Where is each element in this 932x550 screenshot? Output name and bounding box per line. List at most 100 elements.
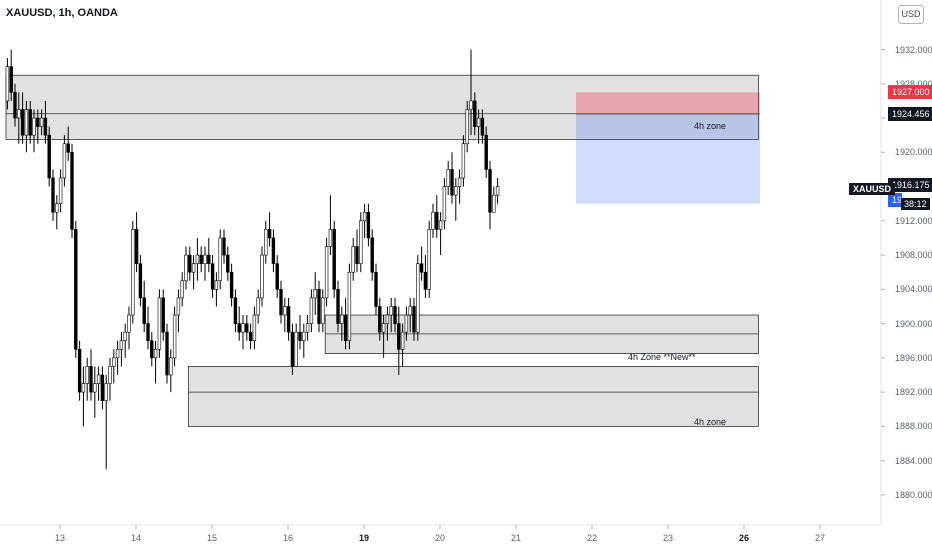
y-tick-label: 1896.000 — [895, 352, 932, 363]
candle-body — [28, 109, 32, 136]
candle-body — [165, 331, 169, 376]
candle-body — [343, 314, 348, 342]
x-tick-label: 27 — [814, 533, 826, 543]
candle-body — [169, 357, 173, 376]
candle-body — [283, 306, 287, 316]
candle-body — [305, 323, 310, 333]
candle-body — [480, 117, 485, 136]
candle-body — [408, 306, 412, 316]
y-tick-label: 1920.000 — [895, 147, 932, 158]
candle-body — [203, 254, 207, 264]
candle-body — [256, 297, 260, 316]
candle-body — [62, 143, 67, 179]
candle-body — [51, 177, 55, 213]
candle-body — [389, 306, 393, 316]
candle-body — [138, 263, 143, 299]
candle-body — [55, 203, 59, 213]
candle-body — [423, 271, 428, 290]
current-price-label: 1916.175 — [888, 178, 932, 193]
candle-body — [252, 314, 257, 342]
candle-body — [81, 383, 86, 393]
candle-body — [66, 143, 70, 153]
candle-body — [454, 186, 458, 196]
candles-layer — [5, 49, 500, 470]
x-tick-label: 19 — [358, 533, 370, 543]
candle-body — [5, 66, 10, 102]
candle-body — [180, 280, 184, 299]
candle-body — [100, 374, 105, 401]
candle-body — [290, 331, 295, 367]
candle-body — [85, 366, 89, 384]
candle-body — [446, 169, 450, 187]
candle-body — [43, 117, 48, 136]
y-tick-label: 1904.000 — [895, 284, 932, 295]
candle-body — [207, 254, 211, 264]
candle-body — [108, 366, 112, 384]
candle-body — [222, 237, 226, 256]
candle-body — [465, 109, 469, 145]
y-tick-label: 1900.000 — [895, 318, 932, 329]
candle-body — [347, 271, 352, 342]
candle-body — [191, 263, 196, 273]
candle-body — [302, 331, 306, 342]
x-tick-label: 15 — [206, 533, 218, 543]
candle-body — [134, 229, 139, 264]
candle-body — [476, 117, 481, 127]
y-tick-label: 1884.000 — [895, 455, 932, 466]
candle-body — [340, 314, 344, 324]
candle-body — [237, 323, 241, 333]
candle-body — [131, 229, 135, 316]
candle-body — [484, 134, 488, 170]
candle-body — [58, 177, 63, 204]
candle-body — [324, 246, 329, 299]
candle-body — [112, 357, 116, 367]
candle-body — [488, 169, 492, 213]
candle-body — [77, 348, 82, 393]
candle-body — [17, 109, 21, 119]
candle-body — [294, 331, 298, 367]
candle-body — [332, 229, 336, 290]
candle-body — [457, 177, 462, 187]
candle-body — [442, 186, 447, 222]
candle-body — [321, 297, 325, 324]
candle-body — [229, 271, 234, 299]
candle-body — [199, 254, 203, 264]
candle-body — [153, 348, 158, 359]
candle-body — [214, 280, 219, 290]
candle-body — [359, 220, 363, 264]
candle-body — [210, 263, 215, 290]
supply-demand-zone — [187, 366, 759, 427]
x-tick-label: 26 — [738, 533, 750, 543]
candle-body — [195, 254, 200, 264]
x-tick-label: 16 — [282, 533, 294, 543]
candle-body — [150, 340, 154, 359]
y-tick-label: 1880.000 — [895, 489, 932, 500]
candle-body — [374, 271, 378, 307]
candle-body — [286, 306, 291, 333]
candle-body — [260, 254, 264, 299]
candle-body — [96, 374, 101, 384]
candle-body — [115, 348, 120, 359]
zone-label-lower: 4h zone — [694, 417, 727, 427]
candle-body — [245, 323, 249, 333]
x-tick-label: 20 — [434, 533, 446, 543]
candle-body — [9, 66, 13, 93]
candle-body — [184, 254, 188, 282]
candle-body — [226, 254, 230, 273]
candle-body — [309, 297, 314, 324]
stop-price-label: 19 — [888, 193, 902, 208]
candle-body — [123, 331, 127, 342]
target-area — [576, 92, 760, 115]
bar-countdown: 38:12 — [901, 198, 930, 210]
y-tick-label: 1932.000 — [895, 44, 932, 55]
y-tick-label: 1928.000 — [895, 78, 932, 89]
candle-body — [188, 254, 192, 273]
candle-body — [142, 297, 146, 324]
candle-body — [127, 314, 131, 333]
candle-body — [241, 323, 245, 333]
x-tick-label: 13 — [54, 533, 66, 543]
currency-button[interactable]: USD — [898, 5, 924, 24]
candle-body — [119, 340, 124, 350]
y-tick-label: 1892.000 — [895, 387, 932, 398]
